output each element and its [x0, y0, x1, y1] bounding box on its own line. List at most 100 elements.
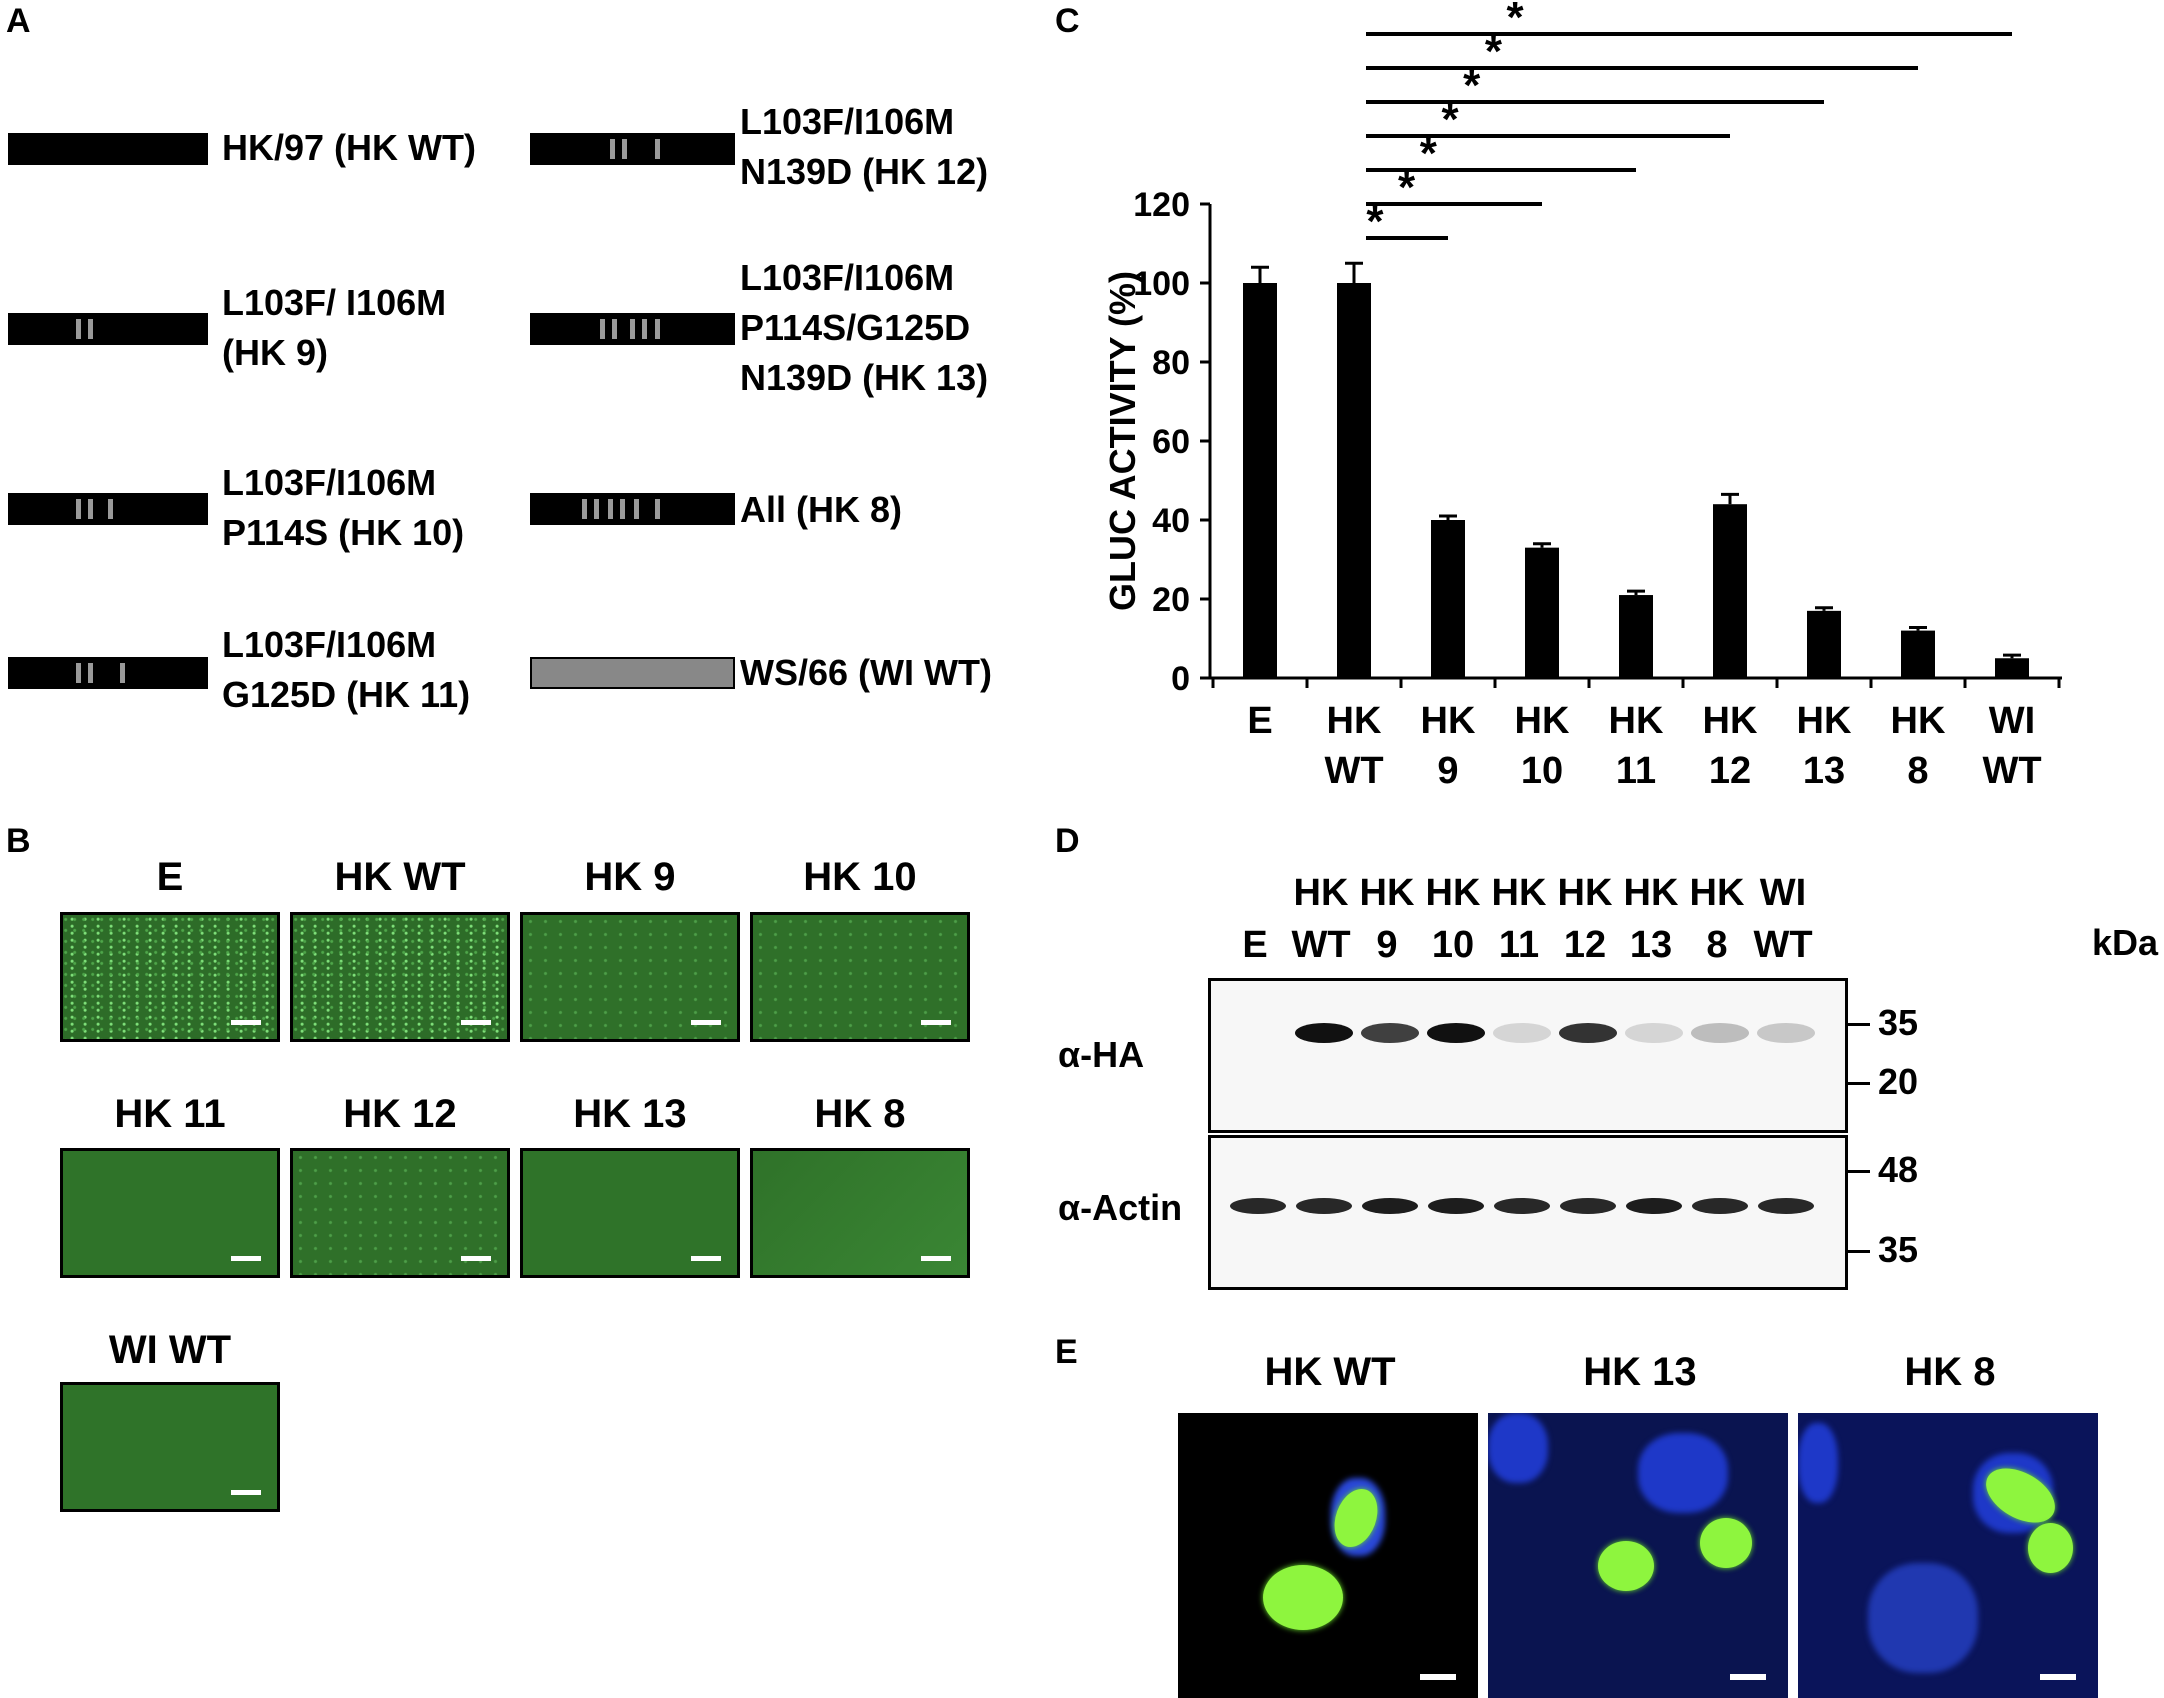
mutation-stripe	[612, 319, 617, 339]
y-tick-label: 20	[1152, 581, 1190, 619]
panel-a-letter: A	[6, 2, 31, 40]
construct-label: L103F/I106M P114S/G125D N139D (HK 13)	[740, 253, 988, 403]
construct-bar-hk-10	[8, 493, 208, 525]
mutation-stripe	[655, 139, 660, 159]
confocal-title: HK 8	[1904, 1350, 1996, 1394]
kda-label: kDa	[2092, 922, 2159, 963]
bar	[1901, 630, 1935, 678]
nucleus	[1868, 1563, 1978, 1673]
mutation-stripe	[622, 139, 627, 159]
lane-label: 8	[1706, 924, 1728, 966]
lane-label: 11	[1498, 924, 1540, 966]
x-tick-label: 8	[1907, 750, 1928, 792]
blot-band	[1691, 1023, 1749, 1043]
construct-bar-hk-13	[530, 313, 735, 345]
significance-mark: *	[1485, 27, 1503, 76]
scale-bar	[231, 1490, 261, 1495]
construct-label: All (HK 8)	[740, 485, 902, 535]
construct-label-line: N139D (HK 13)	[740, 357, 989, 398]
scale-bar	[461, 1020, 491, 1025]
construct-label-line: All (HK 8)	[740, 489, 902, 530]
cell-signal	[1700, 1518, 1752, 1568]
cell-signal	[1598, 1541, 1654, 1591]
lane-label: 10	[1431, 924, 1475, 966]
bar	[1619, 595, 1653, 678]
x-tick-label: 11	[1616, 750, 1656, 792]
mutation-stripe	[594, 499, 599, 519]
marker-tick	[1848, 1170, 1870, 1173]
nucleus	[1488, 1413, 1548, 1483]
x-tick-label: HK	[1515, 700, 1570, 742]
gluc-activity-chart: 0 20 40 60 80 100 120 GLUC ACTIVITY (%) E HK WT HK 9…	[1102, 0, 2062, 792]
micrograph-hk-8	[750, 1148, 970, 1278]
blot-actin	[1208, 1135, 1848, 1290]
bar	[1713, 504, 1747, 678]
cell-signal	[1263, 1565, 1343, 1630]
x-tick-label: WT	[1982, 750, 2041, 792]
lane-label: HK	[1557, 872, 1613, 914]
blot-band	[1692, 1198, 1748, 1214]
scale-bar	[231, 1020, 261, 1025]
construct-label: HK/97 (HK WT)	[222, 123, 476, 173]
micro-title: HK WT	[334, 855, 466, 899]
marker-label: 48	[1878, 1149, 1919, 1190]
y-tick-label: 40	[1152, 502, 1190, 540]
confocal-image-hk-wt	[1178, 1413, 1478, 1698]
micrograph-hk-10	[750, 912, 970, 1042]
mutation-stripe	[76, 319, 81, 339]
micrograph-e	[60, 912, 280, 1042]
blot-ha	[1208, 978, 1848, 1133]
nucleus	[1638, 1433, 1728, 1513]
bar	[1337, 283, 1371, 678]
blot-band	[1559, 1023, 1617, 1043]
construct-label: L103F/I106M P114S (HK 10)	[222, 458, 464, 558]
mutation-stripe	[655, 319, 660, 339]
micro-title: HK 13	[573, 1092, 687, 1136]
significance-mark: *	[1463, 61, 1481, 110]
x-tick-label: E	[1247, 700, 1272, 742]
x-tick-label: WT	[1324, 750, 1383, 792]
blot-band	[1757, 1023, 1815, 1043]
micro-title: HK 12	[343, 1092, 457, 1136]
blot-label-actin: α-Actin	[1058, 1187, 1183, 1228]
mutation-stripe	[582, 499, 587, 519]
x-tick-label: HK	[1891, 700, 1946, 742]
construct-label-line: G125D (HK 11)	[222, 674, 471, 715]
construct-label-line: L103F/ I106M	[222, 282, 447, 323]
marker-label: 35	[1878, 1229, 1919, 1270]
construct-label: L103F/I106M G125D (HK 11)	[222, 620, 470, 720]
lane-label: HK	[1491, 872, 1547, 914]
scale-bar	[2040, 1674, 2076, 1680]
x-tick-label: HK	[1421, 700, 1476, 742]
construct-label: L103F/ I106M (HK 9)	[222, 278, 446, 378]
micrograph-hk-9	[520, 912, 740, 1042]
marker-label: 35	[1878, 1002, 1919, 1043]
y-tick-label: 120	[1133, 186, 1190, 224]
construct-label-line: L103F/I106M	[740, 101, 955, 142]
mutation-stripe	[88, 319, 93, 339]
micro-title: WI WT	[108, 1328, 232, 1372]
blot-band	[1494, 1198, 1550, 1214]
significance-mark: *	[1398, 163, 1416, 212]
blot-band	[1427, 1023, 1485, 1043]
construct-label-line: L103F/I106M	[222, 462, 437, 503]
mutation-stripe	[76, 499, 81, 519]
mutation-stripe	[642, 319, 647, 339]
marker-label: 20	[1878, 1061, 1919, 1102]
scale-bar	[1420, 1674, 1456, 1680]
x-tick-label: HK	[1609, 700, 1664, 742]
blot-band	[1493, 1023, 1551, 1043]
y-tick-label: 60	[1152, 423, 1190, 461]
construct-label-line: N139D (HK 12)	[740, 151, 989, 192]
panel-e-letter: E	[1055, 1333, 1078, 1371]
mutation-stripe	[634, 499, 639, 519]
y-tick-label: 80	[1152, 344, 1190, 382]
scale-bar	[461, 1256, 491, 1261]
bar	[1807, 610, 1841, 678]
micro-title: HK 8	[814, 1092, 906, 1136]
mutation-stripe	[120, 663, 125, 683]
mutation-stripe	[88, 499, 93, 519]
construct-label-line: P114S/G125D	[740, 307, 971, 348]
lane-label: WT	[1753, 924, 1813, 966]
micro-title: HK 10	[803, 855, 917, 899]
